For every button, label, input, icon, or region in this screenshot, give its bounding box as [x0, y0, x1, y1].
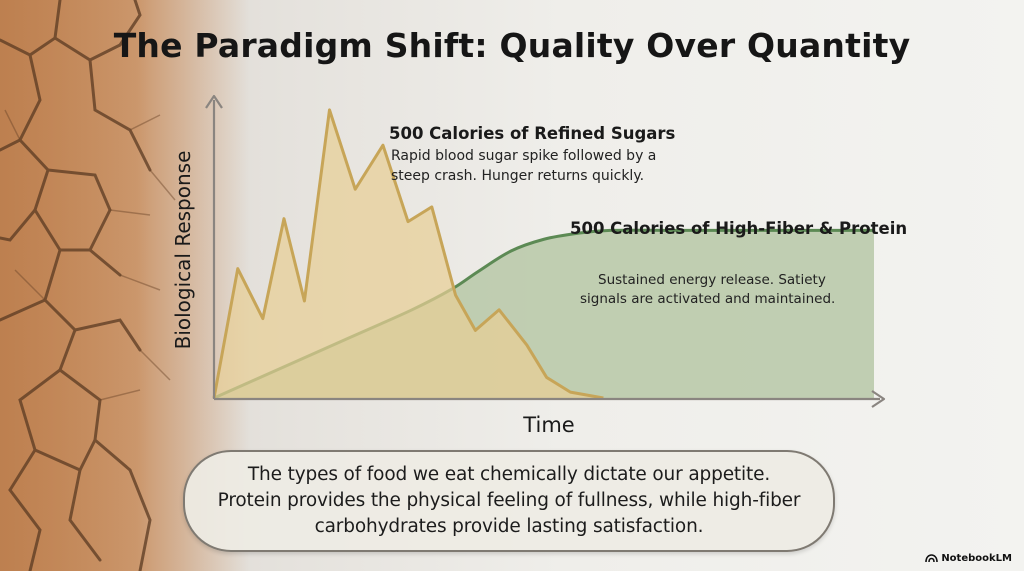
series-areas [212, 108, 874, 400]
x-axis-label: Time [522, 413, 574, 437]
summary-line-2: Protein provides the physical feeling of… [217, 490, 801, 511]
summary-line-3: carbohydrates provide lasting satisfacti… [314, 516, 704, 537]
chart-axes [205, 94, 886, 408]
sugar-series-title: 500 Calories of Refined Sugars [389, 124, 676, 143]
sugar-area [214, 109, 604, 398]
fiber-series-title: 500 Calories of High-Fiber & Protein [570, 219, 907, 238]
sugar-description-line-2: steep crash. Hunger returns quickly. [391, 168, 644, 184]
x-axis-arrow-icon [871, 390, 886, 408]
sugar-line [212, 108, 604, 400]
sugar-description-line-1: Rapid blood sugar spike followed by a [391, 148, 656, 164]
fiber-description-line-1: Sustained energy release. Satiety [598, 272, 826, 288]
brand-mark: NotebookLM [925, 553, 1012, 564]
y-axis-label: Biological Response [171, 151, 195, 350]
brand-name: NotebookLM [941, 553, 1012, 564]
slide-title: The Paradigm Shift: Quality Over Quantit… [113, 26, 911, 65]
summary-line-1: The types of food we eat chemically dict… [247, 464, 771, 485]
notebooklm-logo-icon [925, 554, 939, 563]
y-axis-arrow-icon [205, 94, 223, 109]
summary-callout: The types of food we eat chemically dict… [183, 450, 835, 552]
fiber-description-line-2: signals are activated and maintained. [580, 291, 835, 307]
